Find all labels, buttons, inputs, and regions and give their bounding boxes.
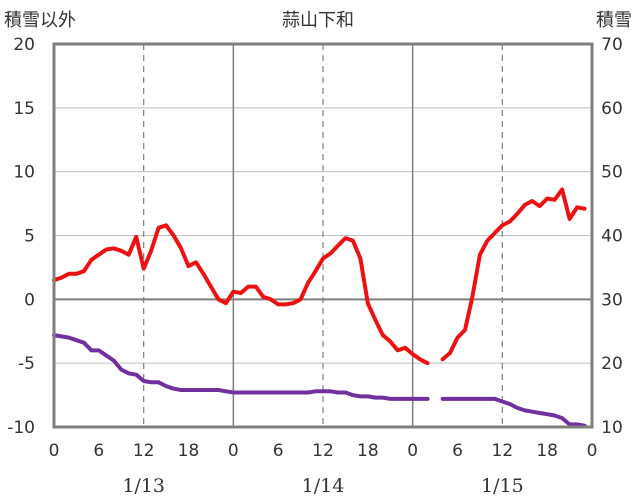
date-label: 1/15 [481,475,524,497]
date-label: 1/14 [302,475,345,497]
series-line-red [52,223,430,366]
x-tick-label: 12 [312,441,334,461]
x-tick-label: 12 [133,441,155,461]
x-tick-label: 18 [178,441,200,461]
right-tick-label: 40 [601,227,623,247]
plot-frame [52,42,594,429]
series-lines [52,187,587,428]
right-tick-label: 60 [601,99,623,119]
x-tick-label: 0 [228,441,239,461]
left-axis-label: 積雪以外 [4,10,76,31]
x-tick-label: 0 [587,441,598,461]
x-tick-label: 18 [357,441,379,461]
series-line-red [440,187,587,362]
left-tick-label: -5 [18,354,35,374]
series-line-purple [440,396,587,428]
series-line-purple [52,333,430,401]
right-tick-label: 50 [601,163,623,183]
right-tick-label: 70 [601,35,623,55]
left-tick-label: -10 [7,418,35,438]
left-tick-label: 5 [24,227,35,247]
x-tick-label: 0 [407,441,418,461]
x-tick-label: 6 [93,441,104,461]
right-tick-label: 10 [601,418,623,438]
left-tick-label: 10 [13,163,35,183]
left-tick-label: 20 [13,35,35,55]
right-tick-label: 30 [601,290,623,310]
left-tick-label: 0 [24,290,35,310]
date-label: 1/13 [122,475,165,497]
chart-title: 蒜山下和 [282,10,354,31]
x-tick-label: 6 [273,441,284,461]
grid-lines [54,43,592,428]
x-tick-label: 6 [452,441,463,461]
x-tick-label: 12 [492,441,514,461]
left-tick-label: 15 [13,99,35,119]
x-tick-label: 18 [536,441,558,461]
x-tick-label: 0 [49,441,60,461]
right-tick-label: 20 [601,354,623,374]
right-axis-label: 積雪 [596,10,632,31]
